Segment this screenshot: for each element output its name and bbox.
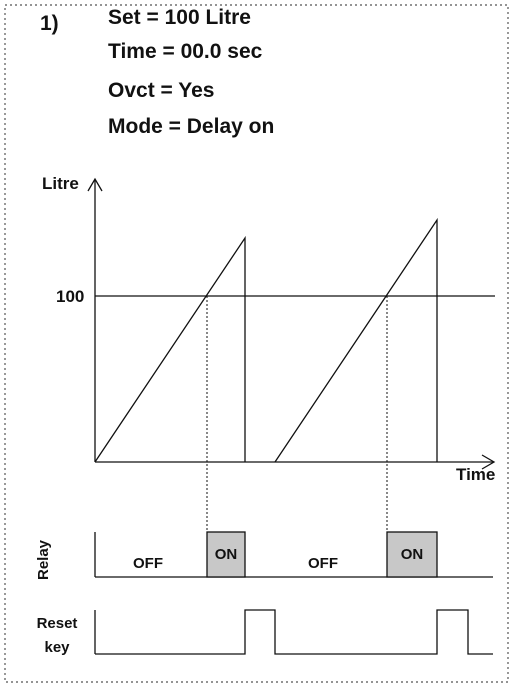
- setting: Mode = Delay on: [108, 115, 274, 138]
- relay-state: OFF: [133, 555, 163, 572]
- frame: [4, 4, 509, 683]
- relay-on: [386, 531, 438, 578]
- relay-signal: [94, 531, 493, 578]
- panel-label: 1): [40, 12, 59, 35]
- ramp: [94, 235, 246, 463]
- x-arrow: [481, 454, 496, 470]
- y-arrow: [87, 177, 103, 192]
- relay-state: OFF: [308, 555, 338, 572]
- relay-state: ON: [215, 546, 238, 563]
- setting: Time = 00.0 sec: [108, 40, 263, 63]
- level-label: 100: [56, 287, 84, 306]
- reset-pulses: [95, 609, 493, 655]
- relay-state: ON: [401, 546, 424, 563]
- reset-signal: [94, 609, 493, 655]
- relay-label: Relay: [35, 539, 52, 580]
- x-axis-label: Time: [456, 465, 495, 484]
- relay-on: [206, 531, 246, 578]
- ramp: [274, 217, 438, 463]
- setting: Set = 100 Litre: [108, 6, 251, 29]
- reset-label: key: [44, 639, 70, 656]
- setting: Ovct = Yes: [108, 79, 214, 102]
- reset-label: Reset: [37, 615, 78, 632]
- y-axis-label: Litre: [42, 174, 79, 193]
- graph-lines: [87, 177, 496, 532]
